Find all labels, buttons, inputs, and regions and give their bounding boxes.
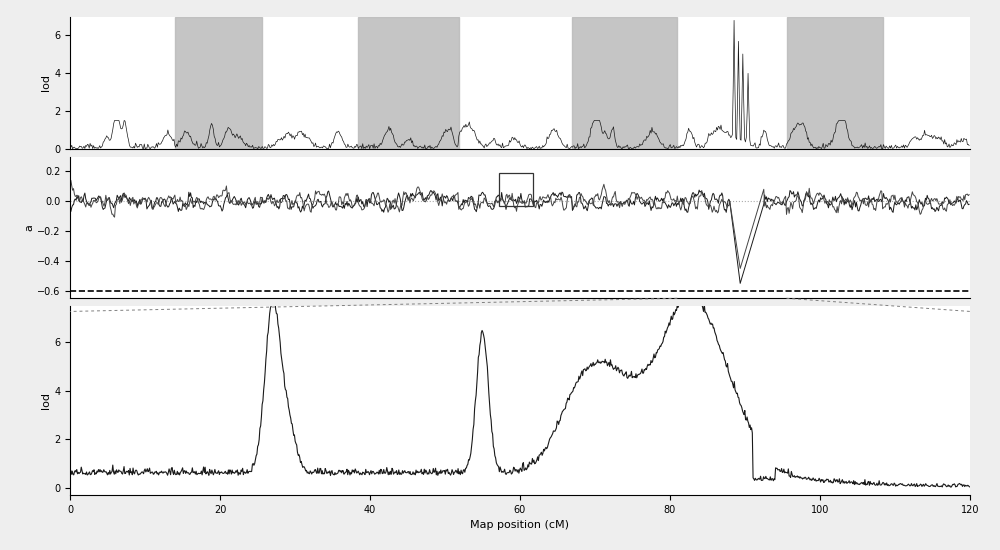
X-axis label: Chromosome: Chromosome bbox=[483, 322, 557, 332]
Y-axis label: lod: lod bbox=[41, 74, 51, 91]
Bar bbox=[572, 16, 677, 149]
Bar bbox=[358, 16, 459, 149]
Bar bbox=[787, 16, 883, 149]
Bar bbox=[175, 16, 262, 149]
X-axis label: Map position (cM): Map position (cM) bbox=[471, 520, 570, 530]
Y-axis label: lod: lod bbox=[41, 392, 51, 409]
Bar bbox=[499, 173, 533, 206]
Y-axis label: a: a bbox=[24, 224, 34, 231]
